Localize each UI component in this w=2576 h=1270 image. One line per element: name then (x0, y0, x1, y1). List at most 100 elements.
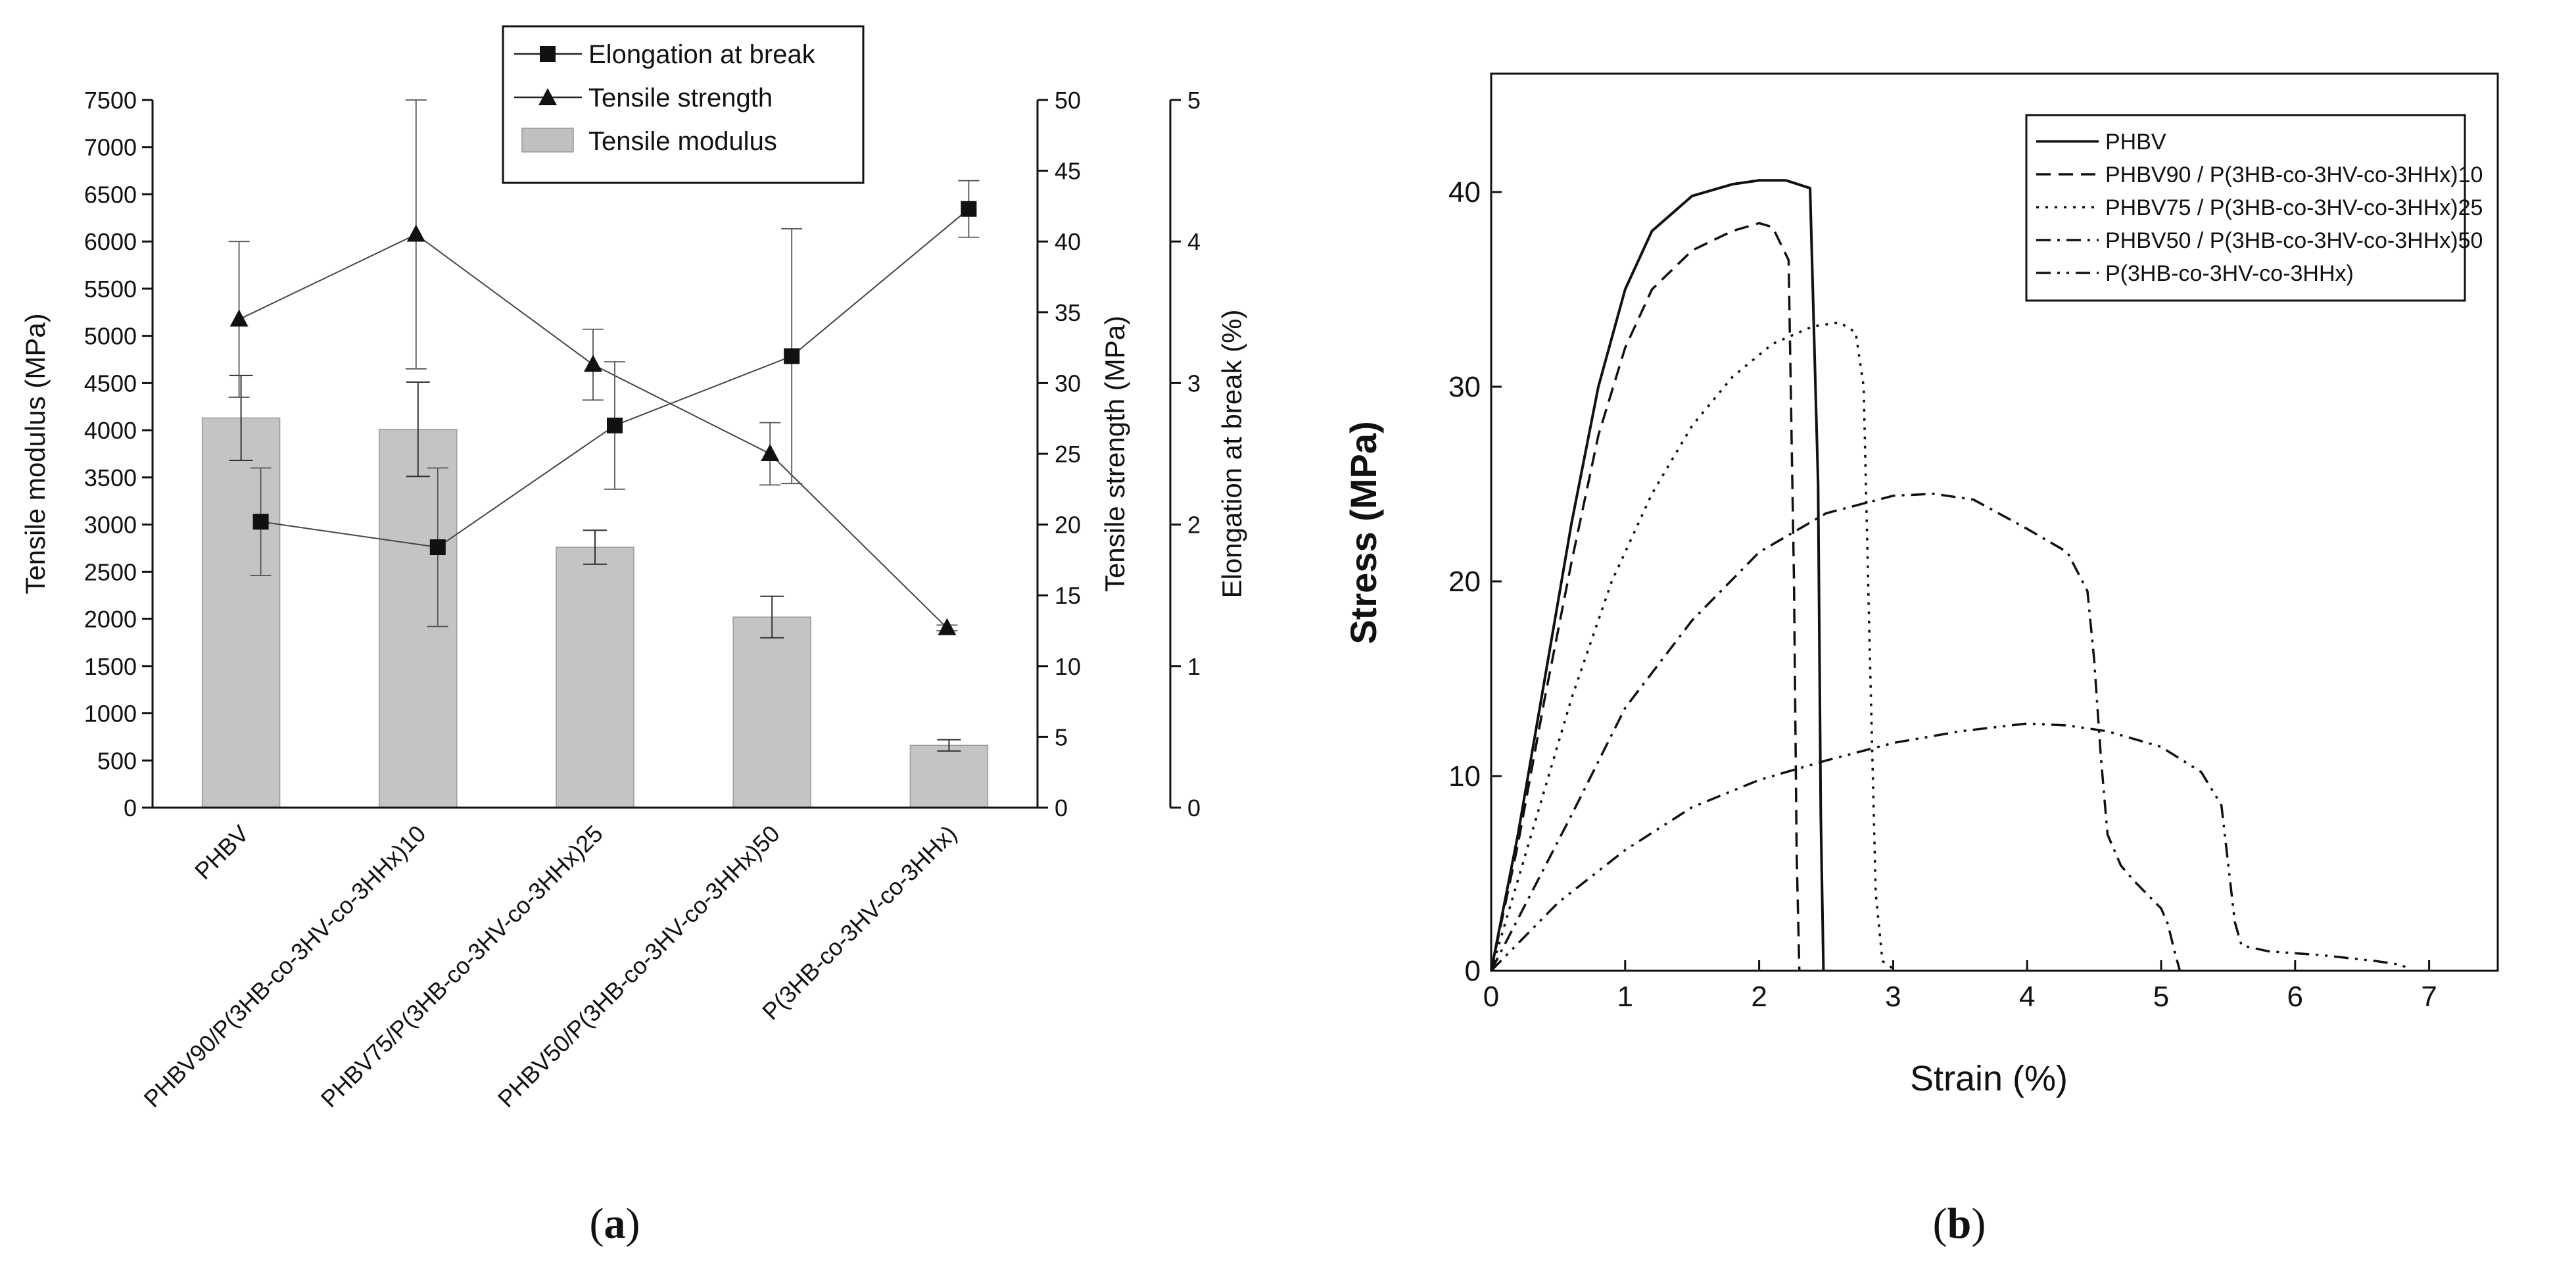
modulus-bar (379, 428, 458, 808)
x-tick-label: 1 (1617, 981, 1633, 1013)
tensile-strength-series (228, 99, 958, 635)
y-tick-label: 10 (1448, 760, 1481, 793)
left-tick-label: 5000 (84, 323, 137, 350)
category-label: PHBV (189, 820, 254, 885)
elongation-series (250, 180, 980, 627)
triangle-marker (938, 618, 957, 635)
right-2-tick-label: 0 (1187, 794, 1201, 821)
panel-a-legend: Elongation at break Tensile strength Ten… (502, 25, 865, 184)
triangle-marker (761, 444, 780, 461)
left-tick-label: 500 (97, 747, 137, 774)
left-tick-label: 2000 (84, 606, 137, 633)
y-tick-label: 20 (1448, 566, 1481, 598)
panel-b-letter: b (1947, 1200, 1972, 1248)
bar-swatch-icon (521, 128, 574, 153)
stress-strain-curves (1490, 179, 2410, 972)
right-1-tick-label: 20 (1055, 512, 1081, 539)
right-1-tick-label: 15 (1055, 582, 1081, 609)
left-tick-label: 6000 (84, 228, 137, 255)
legend-label: PHBV90 / P(3HB-co-3HV-co-3HHx)10 (2105, 162, 2483, 187)
x-tick-label: 2 (1751, 981, 1767, 1013)
stress-strain-curve (1490, 493, 2182, 971)
triangle-marker (229, 309, 249, 327)
right-1-tick-label: 45 (1055, 158, 1081, 185)
left-tick-label: 4000 (84, 417, 137, 444)
triangle-marker (406, 224, 425, 242)
square-marker (252, 514, 269, 530)
category-label: P(3HB-co-3HV-co-3HHx) (757, 820, 962, 1025)
left-axis-ticks: 0 500 1000 1500 2000 2500 3000 3500 4000 4500 5000… (84, 87, 153, 821)
panel-a-letter: a (604, 1200, 626, 1248)
legend-label-tensile-modulus: Tensile modulus (588, 127, 777, 156)
stress-strain-curve (1490, 321, 1894, 971)
x-tick-label: 0 (1483, 981, 1499, 1013)
x-tick-label: 7 (2421, 981, 2437, 1013)
right-1-tick-label: 35 (1055, 299, 1081, 326)
right-axis-1-ticks: 0 5 10 15 20 25 30 35 40 45 50 (1038, 87, 1081, 821)
x-tick-label: 5 (2153, 981, 2169, 1013)
legend-label-tensile-strength: Tensile strength (588, 84, 773, 112)
legend-label-elongation: Elongation at break (588, 40, 816, 69)
legend-box (502, 25, 865, 184)
legend-box (2025, 114, 2466, 302)
right-1-tick-label: 30 (1055, 370, 1081, 397)
left-tick-label: 6500 (84, 181, 137, 208)
legend-item-elongation: Elongation at break (514, 40, 816, 69)
x-tick-label: 3 (1885, 981, 1901, 1013)
left-tick-label: 7000 (84, 134, 137, 161)
panel-b-label: (b) (1933, 1200, 1986, 1248)
legend-item-tensile-modulus: Tensile modulus (521, 127, 777, 156)
right-2-tick-label: 1 (1187, 653, 1201, 680)
right-2-tick-label: 4 (1187, 228, 1201, 255)
right-1-tick-label: 40 (1055, 228, 1081, 255)
y-tick-label: 30 (1448, 371, 1481, 403)
right-1-tick-label: 0 (1055, 794, 1068, 821)
right-2-tick-label: 2 (1187, 512, 1201, 539)
left-tick-label: 1500 (84, 653, 137, 680)
left-tick-label: 7500 (84, 87, 137, 114)
y-tick-label: 40 (1448, 176, 1481, 208)
left-axis-title: Tensile modulus (MPa) (20, 313, 51, 594)
square-marker (607, 417, 623, 433)
modulus-bars (201, 417, 989, 808)
left-tick-label: 5500 (84, 276, 137, 303)
category-label: PHBV90/P(3HB-co-3HV-co-3HHx)10 (139, 820, 431, 1113)
modulus-error-bars (229, 374, 961, 752)
panel-a: 0500100015002000250030003500400045005000… (20, 25, 1247, 1248)
triangle-marker (584, 354, 602, 372)
right-2-tick-label: 3 (1187, 370, 1201, 397)
legend-item-tensile-strength: Tensile strength (514, 84, 773, 112)
category-label: PHBV50/P(3HB-co-3HV-co-3HHx)50 (492, 820, 785, 1113)
right-2-tick-label: 5 (1187, 87, 1201, 114)
square-marker (961, 201, 977, 217)
stress-strain-curve (1490, 722, 2410, 972)
x-axis-title: Strain (%) (1910, 1059, 2068, 1098)
x-axis-ticks: 0 1 2 3 4 5 6 7 (1483, 960, 2437, 1013)
y-axis-ticks: 0 10 20 30 40 (1448, 176, 1502, 987)
stress-strain-curve (1490, 222, 1801, 971)
legend-label: P(3HB-co-3HV-co-3HHx) (2105, 261, 2354, 286)
square-marker (784, 348, 800, 364)
modulus-bar (201, 417, 281, 808)
panel-a-label: (a) (590, 1200, 640, 1248)
panel-a-axes (151, 100, 1172, 809)
right-1-tick-label: 50 (1055, 87, 1081, 114)
x-tick-label: 4 (2019, 981, 2035, 1013)
right-axis-2-ticks: 0 1 2 3 4 5 (1170, 87, 1201, 821)
right-1-tick-label: 5 (1055, 723, 1068, 750)
panel-b: 0 1 2 3 4 5 6 7 0 10 20 30 40 Strain (%) Stress (MP… (1343, 72, 2499, 1248)
legend-label: PHBV (2105, 130, 2166, 155)
modulus-bar (732, 616, 811, 808)
left-tick-label: 4500 (84, 370, 137, 397)
left-tick-label: 2500 (84, 558, 137, 585)
right-axis-2-title: Elongation at break (%) (1216, 310, 1247, 598)
left-tick-label: 3000 (84, 512, 137, 539)
y-tick-label: 0 (1465, 955, 1481, 987)
y-axis-title: Stress (MPa) (1343, 421, 1384, 644)
plot-frame (1490, 72, 2499, 972)
x-tick-label: 6 (2287, 981, 2303, 1013)
legend-label: PHBV50 / P(3HB-co-3HV-co-3HHx)50 (2105, 228, 2483, 253)
modulus-bar (909, 745, 989, 808)
left-tick-label: 0 (124, 794, 137, 821)
